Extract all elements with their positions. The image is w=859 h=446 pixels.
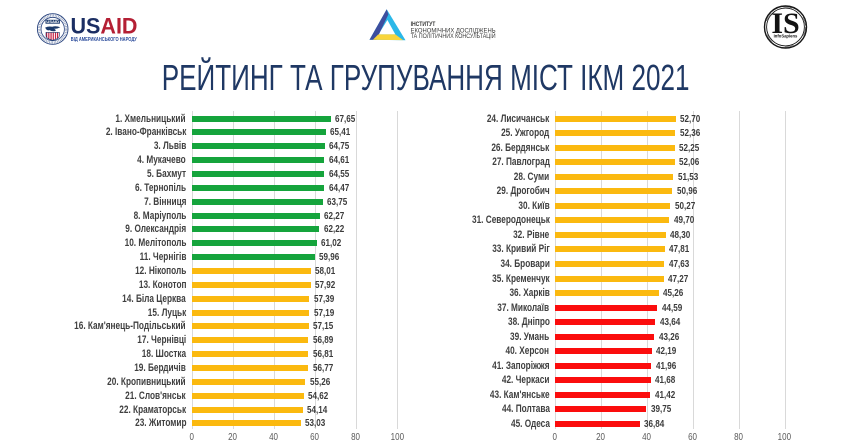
svg-text:ІНСТИТУТ: ІНСТИТУТ: [411, 21, 436, 28]
svg-text:InfoSapiens: InfoSapiens: [774, 33, 798, 38]
svg-text:USAID: USAID: [46, 20, 60, 24]
svg-text:IS: IS: [771, 7, 799, 40]
svg-text:ВІД АМЕРИКАНСЬКОГО НАРОДУ: ВІД АМЕРИКАНСЬКОГО НАРОДУ: [71, 37, 137, 43]
svg-text:ТА ПОЛІТИЧНИХ КОНСУЛЬТАЦІЙ: ТА ПОЛІТИЧНИХ КОНСУЛЬТАЦІЙ: [411, 31, 496, 40]
svg-text:ЕКОНОМІЧНИХ ДОСЛІДЖЕНЬ: ЕКОНОМІЧНИХ ДОСЛІДЖЕНЬ: [411, 27, 496, 34]
svg-text:USAID: USAID: [71, 14, 138, 39]
